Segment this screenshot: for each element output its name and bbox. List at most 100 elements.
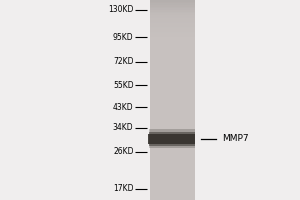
Bar [150,133,195,135]
Bar [150,58,195,60]
Text: 34KD: 34KD [113,123,134,132]
Text: 17KD: 17KD [113,184,134,193]
Bar [150,5,195,7]
Bar [150,86,195,88]
Bar [150,40,195,42]
Bar [150,98,195,100]
Bar [150,183,195,185]
Bar [150,35,195,37]
Bar [150,148,195,150]
Bar [150,143,195,145]
Bar [150,153,195,155]
Bar [150,128,195,130]
Bar [150,171,195,173]
Bar [150,91,195,93]
Bar [150,158,195,160]
Bar [150,188,195,190]
Bar [150,196,195,198]
Bar [150,168,195,170]
Bar [150,38,195,40]
Bar [150,136,195,138]
Bar [150,118,195,120]
Bar [150,65,195,67]
Bar [150,26,195,28]
Bar [150,110,195,112]
Bar [150,56,195,58]
Bar [150,135,195,137]
Bar [150,66,195,68]
Bar [150,191,195,193]
Text: 43KD: 43KD [113,103,134,112]
Bar [150,151,195,153]
Bar [150,31,195,33]
Bar [150,96,195,98]
Bar [150,80,195,82]
Bar [150,93,195,95]
Bar [150,130,195,132]
Bar [150,48,195,50]
Bar [150,43,195,45]
Bar [150,160,195,162]
Bar [150,33,195,35]
Bar [150,170,195,172]
Bar [150,13,195,15]
Bar [150,8,195,10]
Bar [150,126,195,128]
Bar [150,185,195,187]
Bar [150,131,195,133]
Bar [150,16,195,18]
Bar [150,30,195,32]
Bar [150,23,195,25]
Bar [150,140,195,142]
Bar [150,113,195,115]
Bar [150,165,195,167]
Bar [148,134,195,144]
Bar [150,3,195,5]
Bar [150,180,195,182]
Bar [150,103,195,105]
Bar [150,125,195,127]
Bar [150,181,195,183]
Bar [150,173,195,175]
Bar [150,1,195,3]
Bar [150,63,195,65]
Bar [150,178,195,180]
Bar [150,95,195,97]
Bar [150,138,195,140]
Bar [150,146,195,148]
Bar [150,156,195,158]
Bar [148,134,195,144]
Bar [150,161,195,163]
Bar [150,75,195,77]
Text: 72KD: 72KD [113,57,134,66]
Bar [150,155,195,157]
Bar [150,101,195,103]
Bar [150,25,195,27]
Bar [150,100,195,102]
Bar [150,111,195,113]
Bar [150,76,195,78]
Bar [150,123,195,125]
Bar [148,132,195,146]
Bar [150,68,195,70]
Bar [150,176,195,178]
Bar [150,41,195,43]
Bar [150,115,195,117]
Bar [150,28,195,30]
Bar [150,21,195,23]
Bar [150,81,195,83]
Bar [150,11,195,13]
Text: 130KD: 130KD [108,5,134,14]
Bar [150,166,195,168]
Bar [150,198,195,200]
Bar [150,175,195,177]
Bar [150,55,195,57]
Bar [150,150,195,152]
Bar [150,36,195,38]
Bar [150,106,195,108]
Text: MMP7: MMP7 [222,134,249,143]
Bar [150,61,195,63]
Bar [150,90,195,92]
Bar [150,45,195,47]
Bar [150,71,195,73]
